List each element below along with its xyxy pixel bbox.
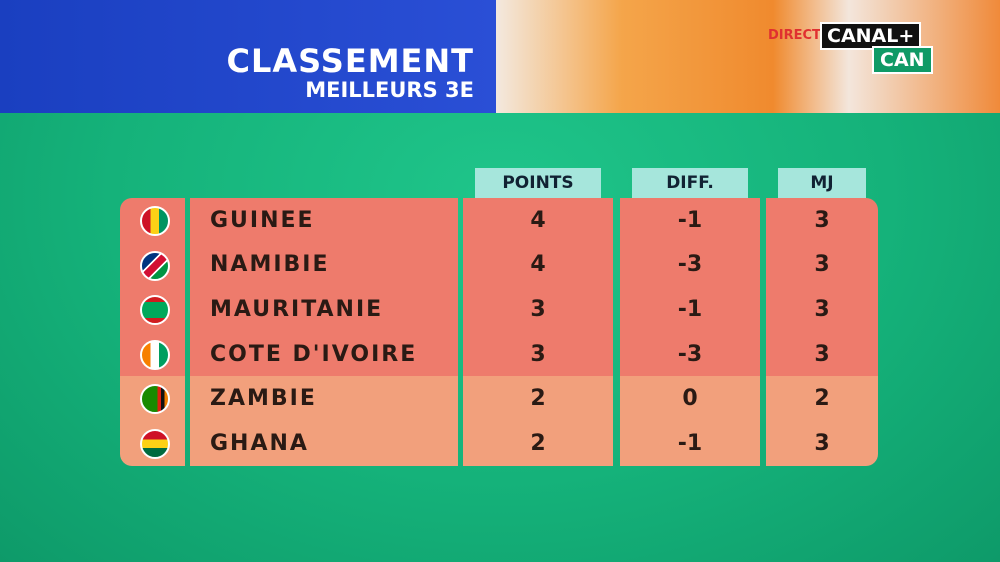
panel [620,198,760,377]
panel [463,198,613,377]
team-name: COTE D'IVOIRE [210,341,418,367]
stat-cell: 2 [530,386,546,412]
stat-cell: -3 [677,341,703,367]
flag [140,295,170,326]
stat-cell: 2 [530,430,546,456]
stat-cell: -1 [677,296,703,322]
stat-cell: 3 [530,296,546,322]
flag [140,384,170,415]
stat-cell: -1 [677,430,703,456]
panel [190,198,458,377]
stat-cell: 3 [530,341,546,367]
subtitle: MEILLEURS 3E [305,78,474,102]
program-logo: CAN [872,46,933,74]
flag [140,250,170,281]
stat-cell: -3 [677,252,703,278]
team-name: MAURITANIE [210,296,384,322]
panel [463,376,613,466]
stat-cell: 4 [530,207,546,233]
title: CLASSEMENT [226,42,474,80]
channel-logo: CANAL+ [820,22,922,50]
team-name: NAMIBIE [210,252,330,278]
column-header: MJ [778,168,866,198]
flag [140,429,170,459]
stat-cell: 3 [814,296,830,322]
stat-cell: 4 [530,252,546,278]
stat-cell: 0 [682,386,698,412]
panel [766,376,878,466]
column-header: DIFF. [632,168,748,198]
column-header: POINTS [475,168,601,198]
panel [190,376,458,466]
team-name: GHANA [210,430,309,456]
flag [140,206,170,236]
live-label: DIRECT [768,28,821,43]
stat-cell: -1 [677,207,703,233]
banner [0,0,496,113]
stat-cell: 2 [814,386,830,412]
stat-cell: 3 [814,252,830,278]
team-name: ZAMBIE [210,386,317,412]
stat-cell: 3 [814,207,830,233]
stat-cell: 3 [814,430,830,456]
flag [140,339,170,370]
panel [766,198,878,377]
team-name: GUINEE [210,207,315,233]
panel [620,376,760,466]
stat-cell: 3 [814,341,830,367]
